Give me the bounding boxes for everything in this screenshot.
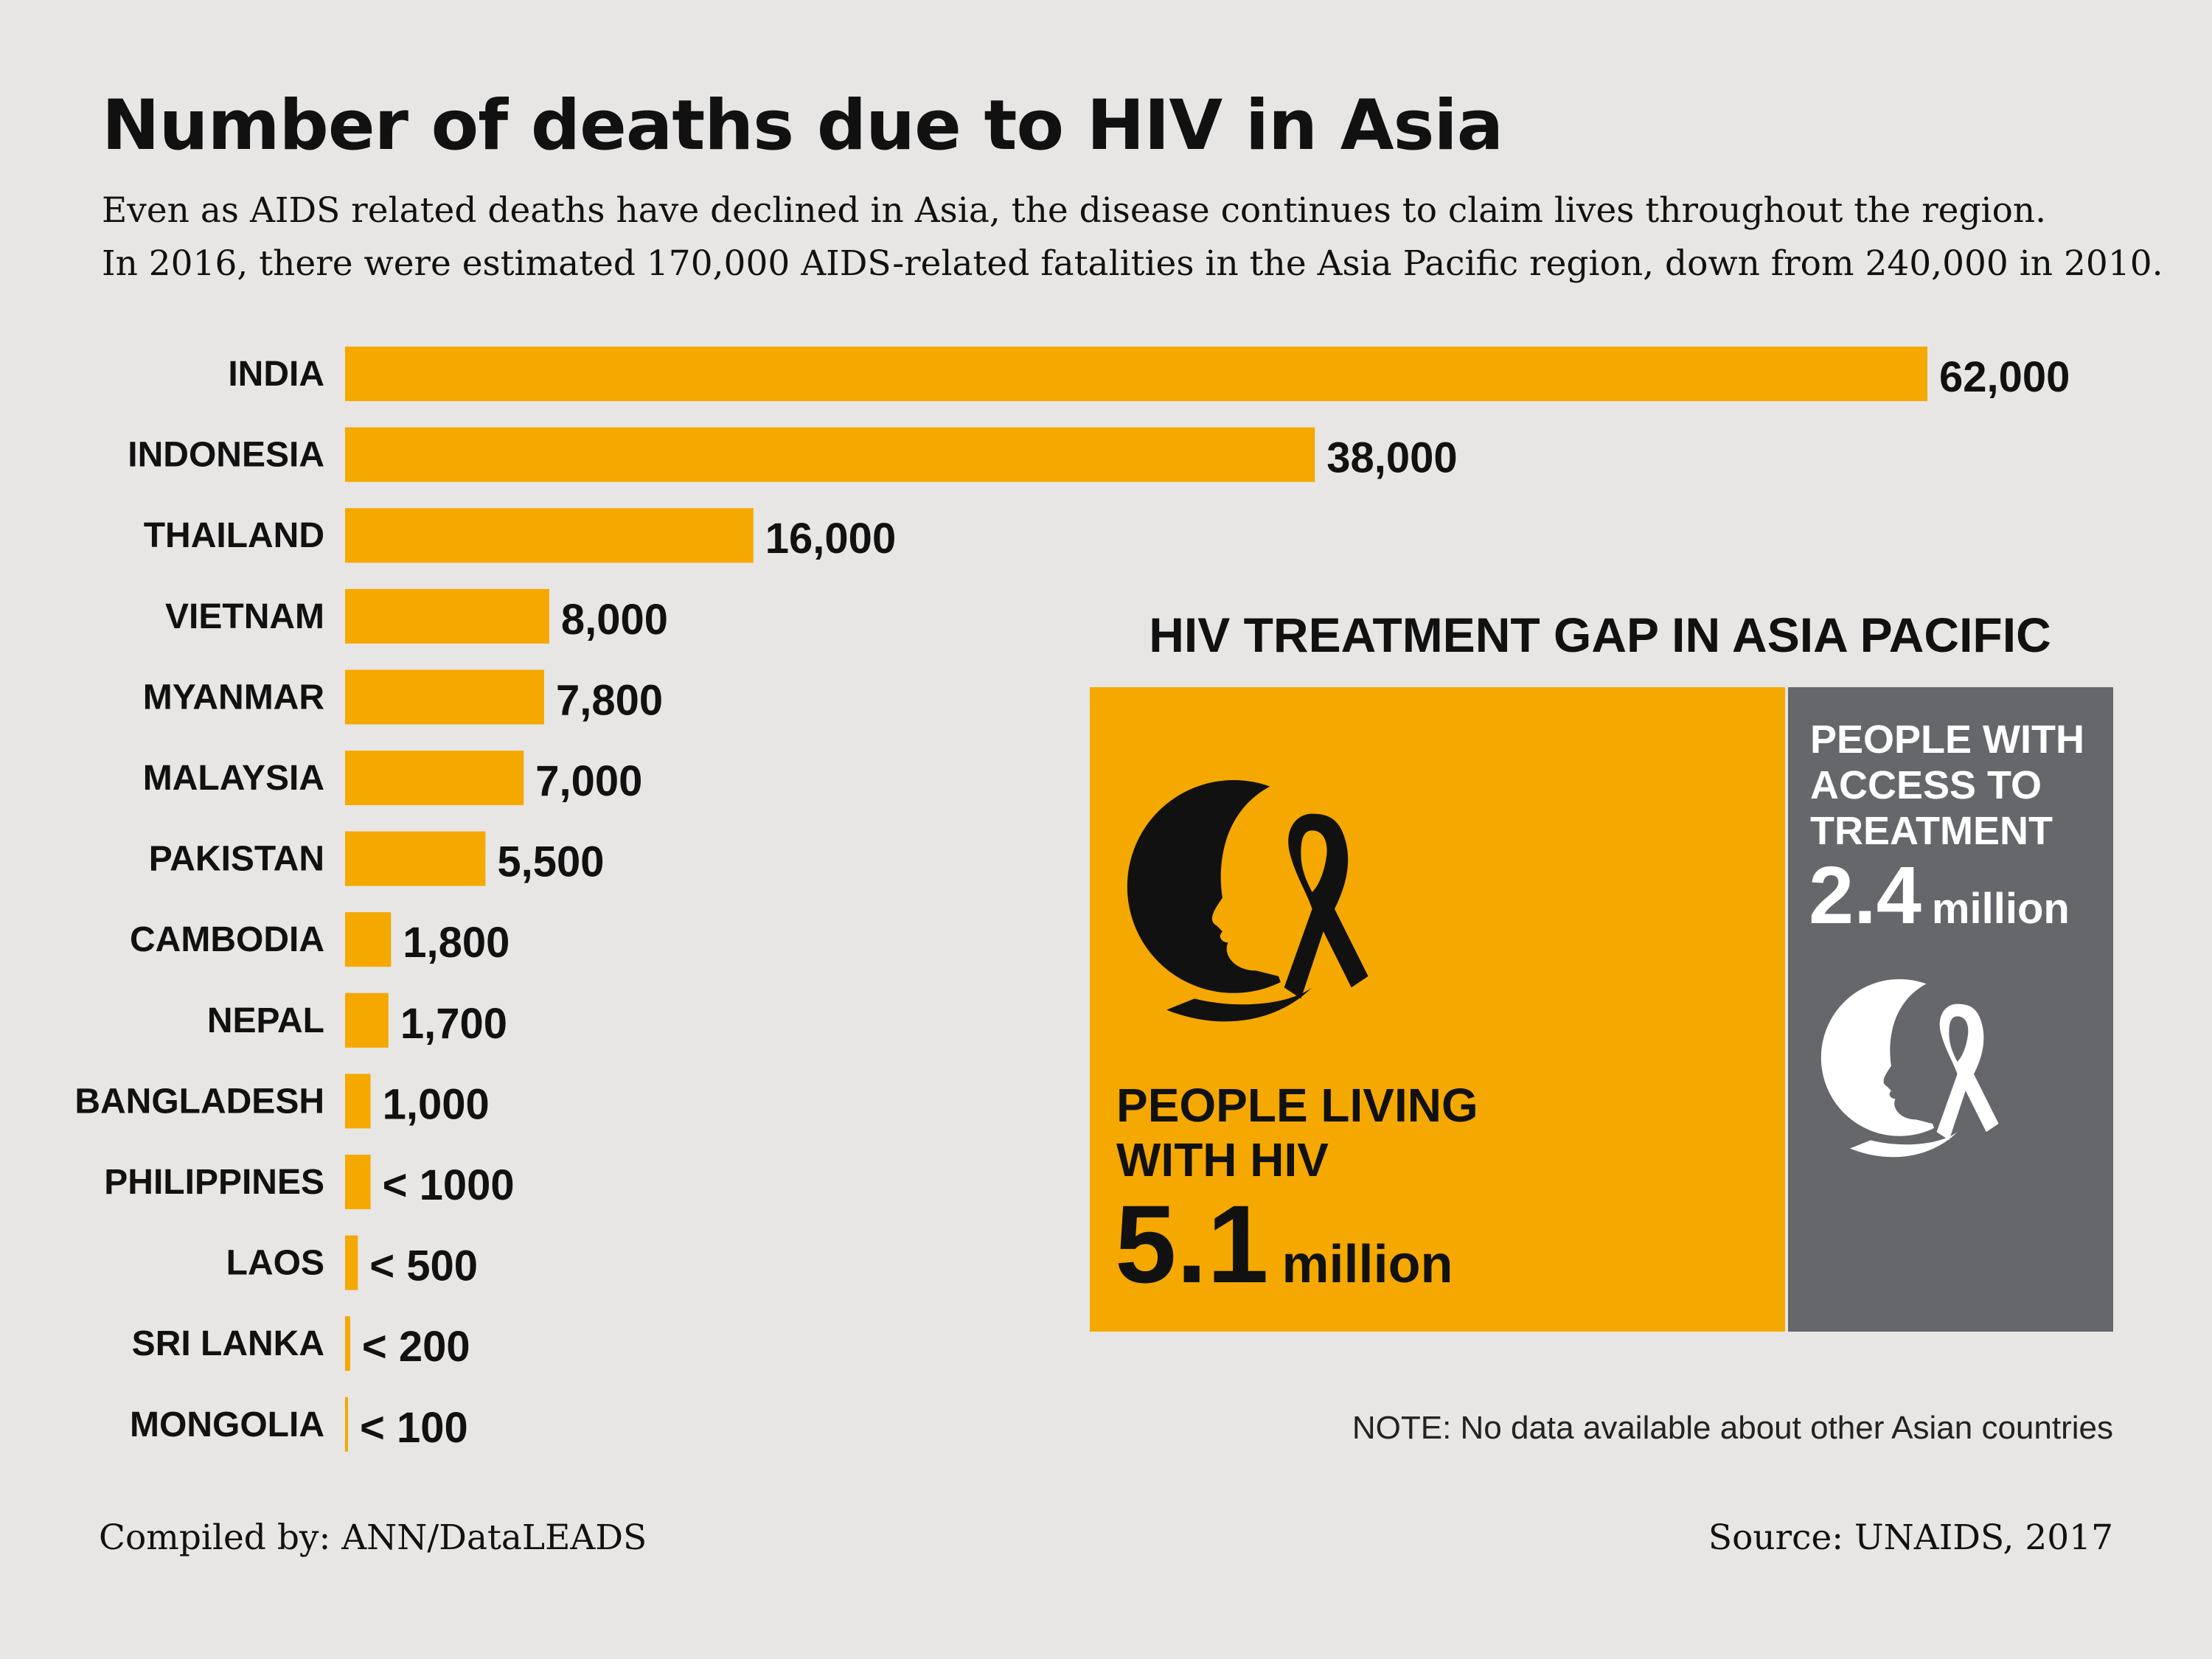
category-label: THAILAND (144, 516, 324, 555)
living-value-unit: million (1281, 1235, 1453, 1294)
bar (345, 912, 392, 967)
access-label-line-2: ACCESS TO (1810, 763, 2042, 807)
living-with-hiv-value: 5.1 million (1115, 1189, 1453, 1299)
access-to-treatment-panel: PEOPLE WITH ACCESS TO TREATMENT 2.4 milli… (1788, 687, 2113, 1332)
living-with-hiv-panel: PEOPLE LIVING WITH HIV 5.1 million (1090, 687, 1785, 1332)
value-label: 1,000 (383, 1080, 490, 1128)
value-label: < 200 (362, 1323, 470, 1371)
bar (345, 427, 1315, 482)
living-value-number: 5.1 (1115, 1182, 1269, 1306)
value-label: < 100 (360, 1404, 468, 1452)
bar (345, 1316, 350, 1371)
chart-subtitle: Even as AIDS related deaths have decline… (102, 184, 2163, 291)
bar (345, 669, 544, 725)
category-label: PHILIPPINES (104, 1163, 324, 1202)
access-to-treatment-value: 2.4 million (1809, 855, 2070, 936)
subtitle-line-2: In 2016, there were estimated 170,000 AI… (102, 243, 2163, 284)
woman-ribbon-icon-white (1820, 979, 1999, 1158)
category-label: MALAYSIA (143, 759, 324, 798)
category-label: INDONESIA (128, 436, 324, 475)
footnote: NOTE: No data available about other Asia… (1352, 1410, 2113, 1446)
value-label: 7,800 (556, 676, 663, 724)
bar (345, 1074, 371, 1129)
value-label: 62,000 (1939, 353, 2070, 401)
bar (345, 1155, 371, 1209)
access-value-number: 2.4 (1809, 850, 1921, 941)
category-label: NEPAL (207, 1001, 324, 1040)
living-label-line-1: PEOPLE LIVING (1116, 1079, 1478, 1132)
value-label: 5,500 (497, 838, 604, 886)
access-value-unit: million (1931, 885, 2070, 933)
category-label: MONGOLIA (130, 1405, 324, 1444)
access-label-line-3: TREATMENT (1810, 809, 2053, 853)
category-label: VIETNAM (165, 597, 324, 636)
chart-title: Number of deaths due to HIV in Asia (102, 86, 1503, 166)
category-label: LAOS (226, 1244, 324, 1283)
bar (345, 751, 524, 805)
bar (345, 347, 1927, 401)
treatment-gap-title: HIV TREATMENT GAP IN ASIA PACIFIC (1149, 608, 2051, 662)
value-label: 7,000 (535, 757, 642, 805)
value-label: 1,700 (400, 1000, 507, 1048)
living-label-line-2: WITH HIV (1116, 1133, 1329, 1186)
value-label: 1,800 (403, 919, 509, 967)
category-label: INDIA (228, 355, 324, 394)
category-label: CAMBODIA (130, 920, 324, 959)
category-label: PAKISTAN (149, 840, 324, 879)
value-label: < 1000 (383, 1161, 515, 1209)
value-label: 8,000 (561, 596, 668, 644)
value-label: 38,000 (1326, 434, 1457, 482)
bar (345, 1235, 358, 1290)
bar (345, 508, 754, 563)
value-label: 16,000 (765, 515, 896, 563)
access-label-line-1: PEOPLE WITH (1810, 717, 2085, 762)
living-with-hiv-label: PEOPLE LIVING WITH HIV (1116, 1078, 1478, 1187)
access-to-treatment-label: PEOPLE WITH ACCESS TO TREATMENT (1810, 717, 2084, 854)
bar (345, 831, 486, 886)
compiled-by: Compiled by: ANN/DataLEADS (99, 1517, 647, 1558)
subtitle-line-1: Even as AIDS related deaths have decline… (102, 190, 2047, 231)
bar (345, 1397, 348, 1452)
bar (345, 992, 389, 1048)
source-credit: Source: UNAIDS, 2017 (1708, 1517, 2113, 1558)
category-label: SRI LANKA (132, 1324, 324, 1363)
woman-ribbon-icon (1127, 780, 1368, 1022)
value-label: < 500 (369, 1242, 478, 1290)
bar (345, 588, 549, 644)
category-label: MYANMAR (143, 678, 324, 717)
category-label: BANGLADESH (74, 1082, 324, 1121)
